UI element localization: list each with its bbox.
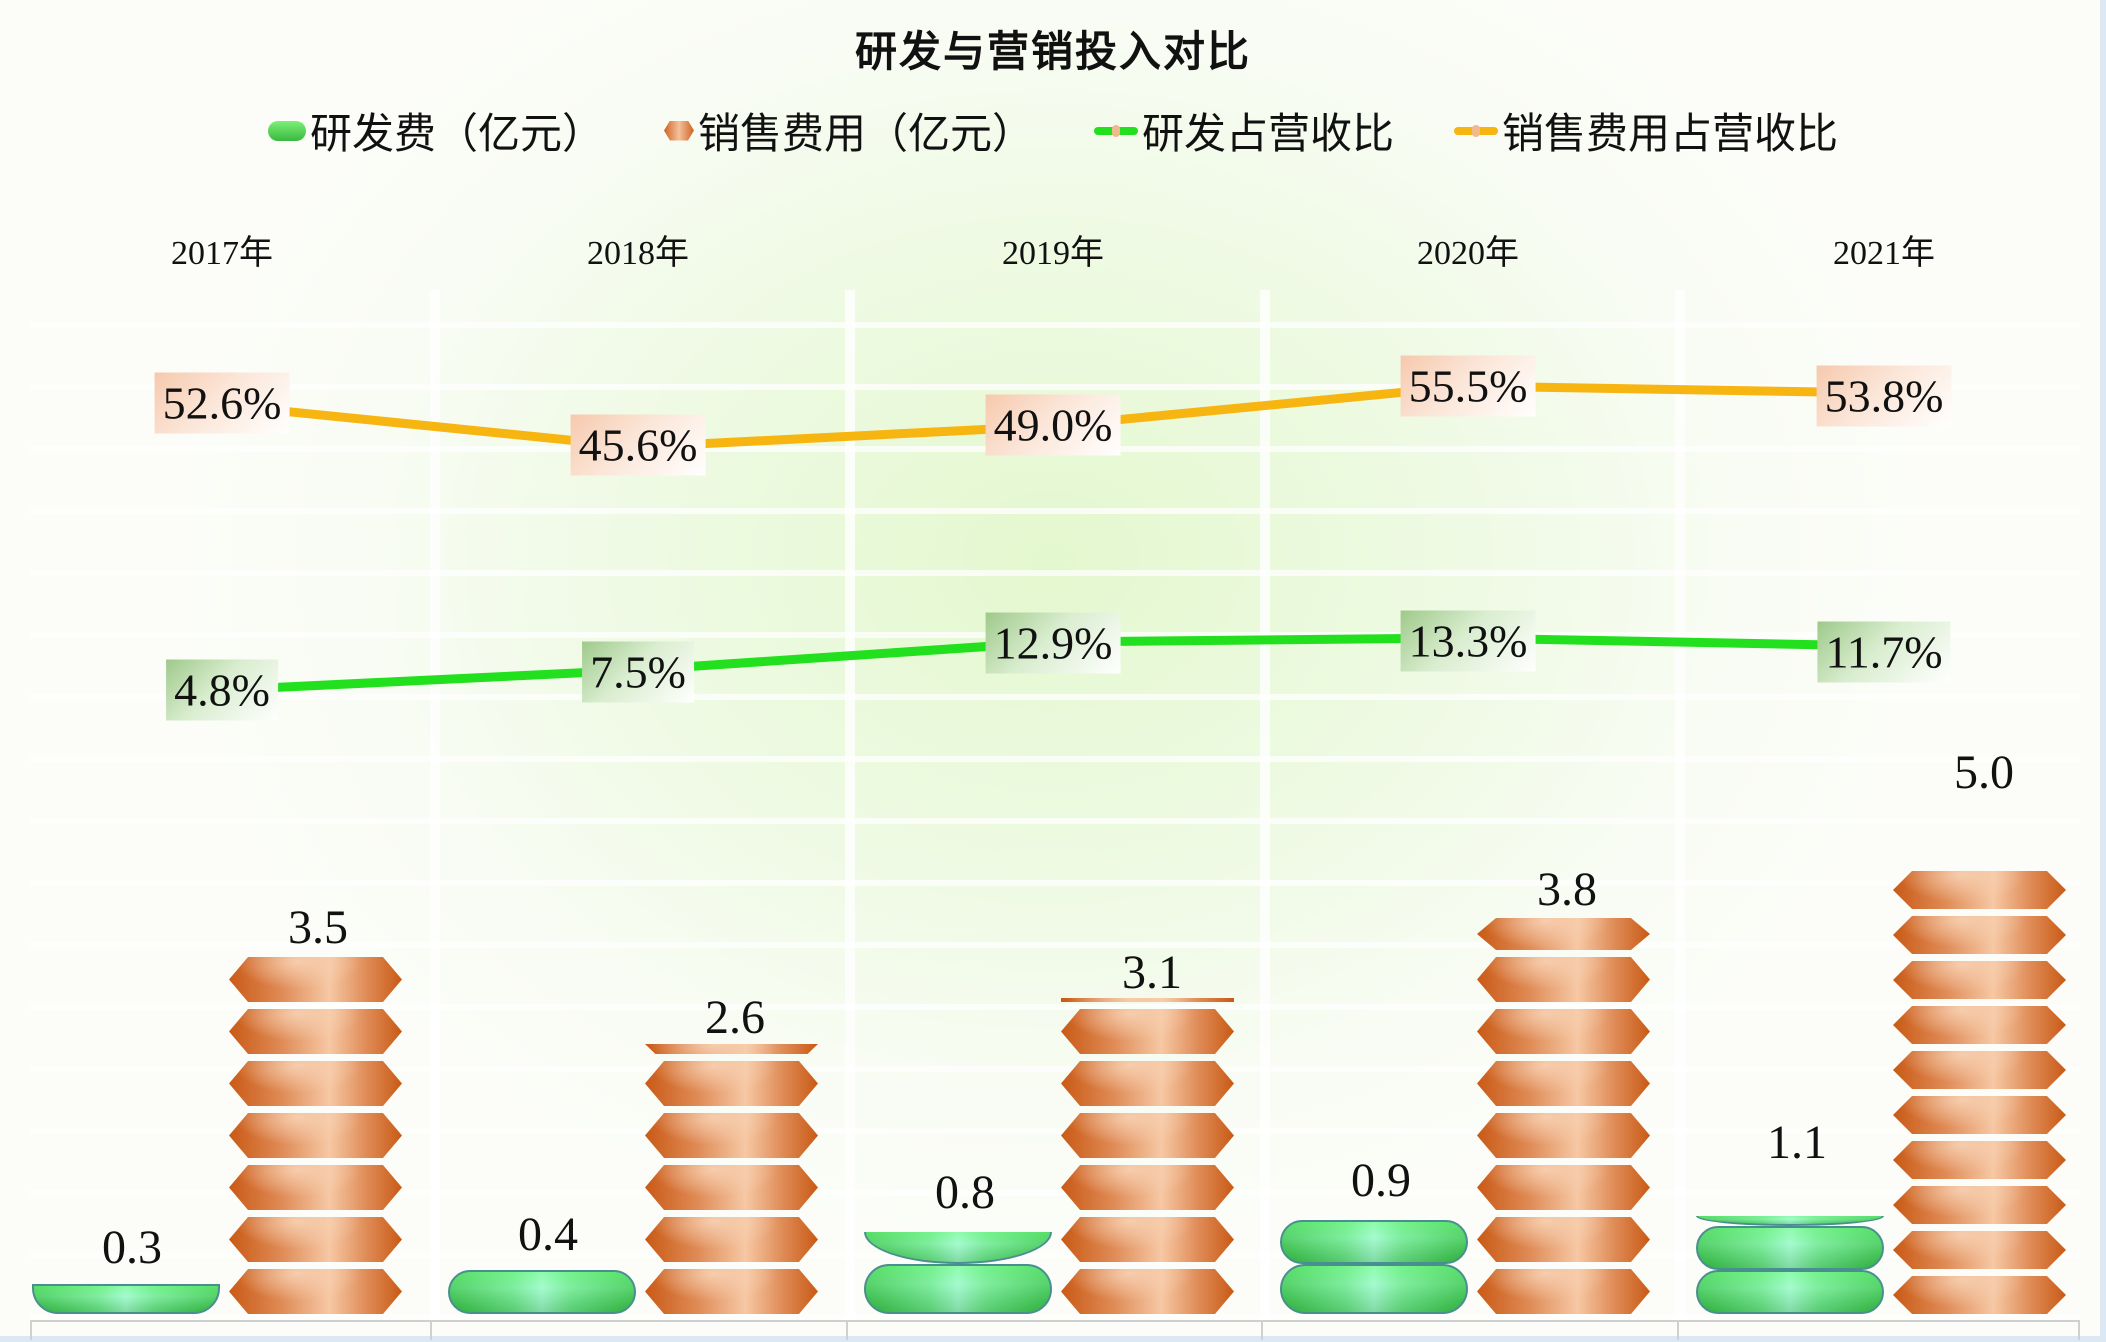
sales-bar-2020[interactable] bbox=[1477, 918, 1650, 1314]
rd-bar-2019[interactable] bbox=[864, 1232, 1052, 1314]
legend-label: 研发费（亿元） bbox=[309, 112, 604, 158]
axis-tick bbox=[30, 1320, 32, 1340]
rd-pct-label: 7.5% bbox=[582, 641, 694, 703]
legend-item-sales[interactable]: 销售费用（亿元） bbox=[663, 100, 1034, 161]
sales-pct-label: 53.8% bbox=[1816, 365, 1952, 427]
legend: 研发费（亿元） 销售费用（亿元） 研发占营收比 销售费用占营收比 bbox=[0, 100, 2106, 161]
sales-value-label: 3.1 bbox=[1122, 946, 1182, 999]
sales-bar-2017[interactable] bbox=[229, 957, 402, 1314]
rd-pct-label: 13.3% bbox=[1400, 610, 1536, 672]
sales-pct-label: 52.6% bbox=[154, 372, 290, 434]
green-bar-swatch-icon bbox=[267, 120, 306, 141]
category-label: 2019年 bbox=[1002, 235, 1104, 272]
category-label: 2020年 bbox=[1417, 235, 1519, 272]
axis-tick bbox=[1677, 1320, 1679, 1340]
sales-value-label: 3.8 bbox=[1537, 863, 1597, 916]
rd-pct-label: 12.9% bbox=[985, 612, 1121, 674]
rd-value-label: 0.8 bbox=[935, 1166, 995, 1219]
sales-pct-label: 49.0% bbox=[985, 394, 1121, 456]
category-label: 2018年 bbox=[587, 235, 689, 272]
sales-value-label: 3.5 bbox=[288, 901, 348, 954]
rd-bar-2017[interactable] bbox=[32, 1284, 220, 1314]
rd-pct-label: 4.8% bbox=[166, 659, 278, 721]
rd-pct-label: 11.7% bbox=[1817, 621, 1951, 683]
axis-tick bbox=[2078, 1320, 2080, 1340]
x-axis-line bbox=[30, 1320, 2080, 1322]
orange-bar-swatch-icon bbox=[663, 120, 694, 141]
legend-label: 销售费用占营收比 bbox=[1502, 112, 1839, 158]
legend-label: 研发占营收比 bbox=[1142, 112, 1395, 158]
category-label: 2017年 bbox=[171, 235, 273, 272]
legend-item-rd[interactable]: 研发费（亿元） bbox=[267, 100, 604, 161]
rd-bar-2018[interactable] bbox=[448, 1270, 636, 1314]
rd-bar-2021[interactable] bbox=[1696, 1216, 1884, 1314]
sales-bar-2018[interactable] bbox=[645, 1044, 818, 1314]
sales-pct-label: 45.6% bbox=[570, 414, 706, 476]
sales-value-label: 2.6 bbox=[705, 991, 765, 1044]
sales-pct-label: 55.5% bbox=[1400, 355, 1536, 417]
chart-title: 研发与营销投入对比 bbox=[854, 30, 1251, 76]
legend-label: 销售费用（亿元） bbox=[697, 112, 1034, 158]
sales-bar-2019[interactable] bbox=[1061, 998, 1234, 1314]
axis-tick bbox=[1261, 1320, 1263, 1340]
rd-bar-2020[interactable] bbox=[1280, 1220, 1468, 1314]
sales-bar-2021[interactable] bbox=[1893, 871, 2066, 1314]
rd-value-label: 0.3 bbox=[102, 1221, 162, 1274]
axis-tick bbox=[430, 1320, 432, 1340]
yellow-line-swatch-icon bbox=[1454, 124, 1499, 137]
axis-tick bbox=[846, 1320, 848, 1340]
rd-value-label: 0.9 bbox=[1351, 1154, 1411, 1207]
sales-value-label: 5.0 bbox=[1954, 746, 2014, 799]
category-label: 2021年 bbox=[1833, 235, 1935, 272]
legend-item-rd-pct[interactable]: 研发占营收比 bbox=[1094, 100, 1394, 161]
green-line-swatch-icon bbox=[1094, 124, 1138, 137]
legend-item-sales-pct[interactable]: 销售费用占营收比 bbox=[1454, 100, 1838, 161]
rd-value-label: 1.1 bbox=[1767, 1116, 1827, 1169]
rd-value-label: 0.4 bbox=[518, 1208, 578, 1261]
